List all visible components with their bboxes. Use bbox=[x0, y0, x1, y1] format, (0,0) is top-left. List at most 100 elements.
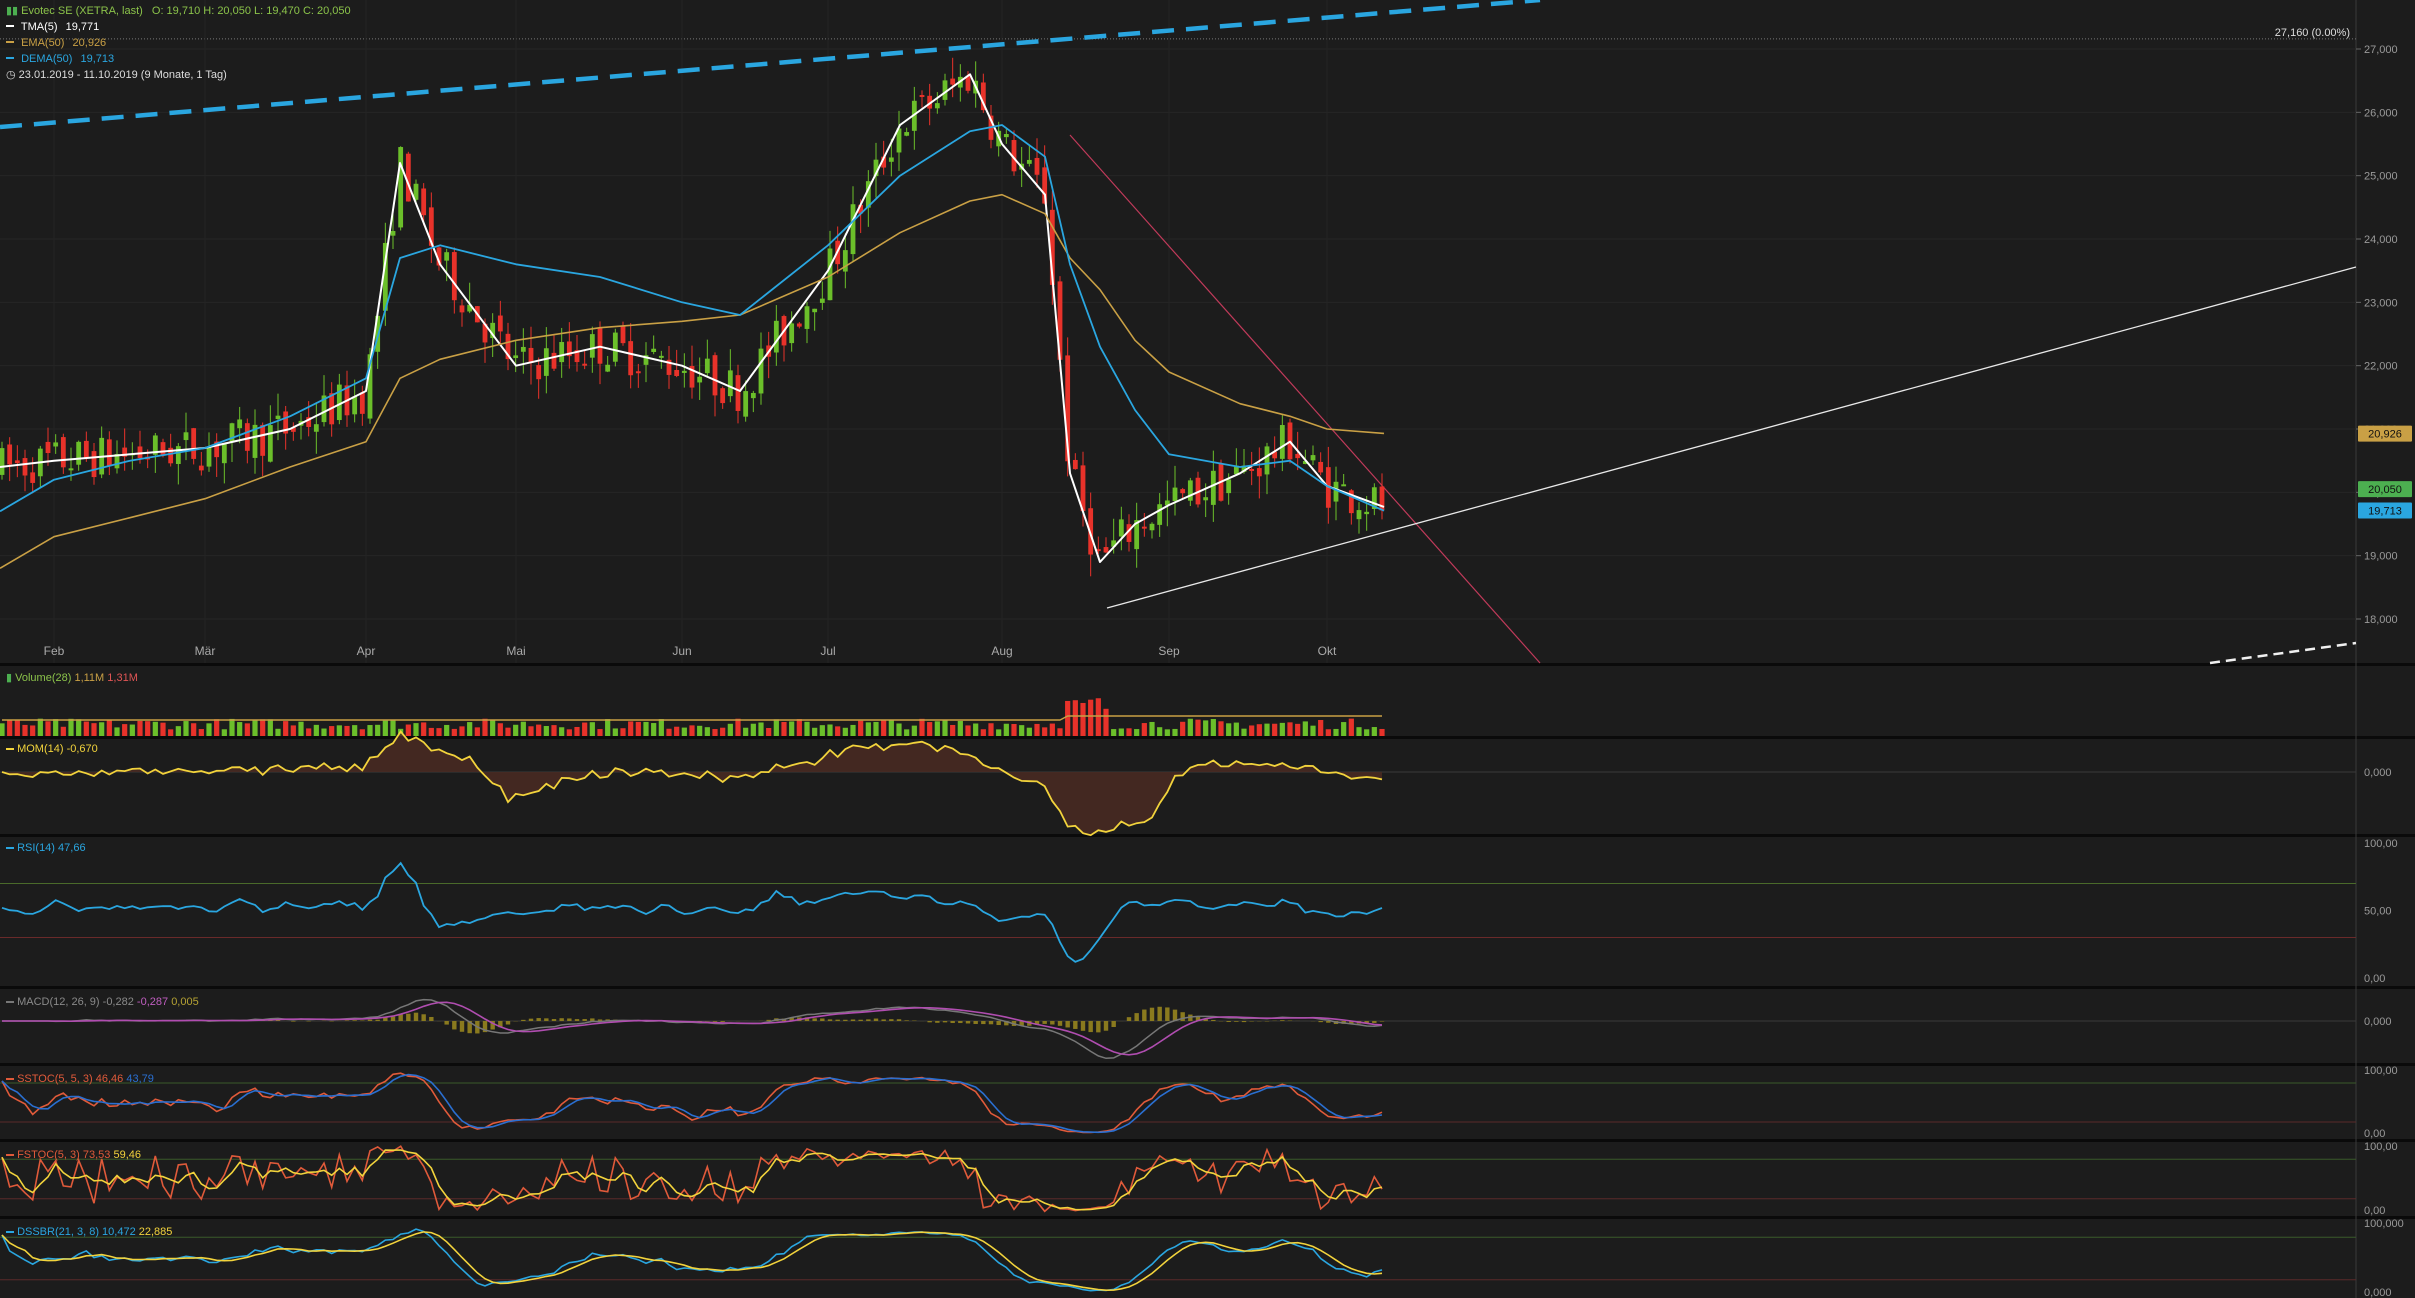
volume-bar bbox=[689, 725, 695, 736]
volume-bar bbox=[129, 724, 135, 736]
macd-histogram-bar bbox=[459, 1021, 465, 1032]
candle-body bbox=[444, 252, 450, 261]
month-label: Okt bbox=[1318, 644, 1337, 658]
volume-bar bbox=[344, 725, 350, 736]
macd-histogram-bar bbox=[582, 1019, 587, 1021]
volume-bar bbox=[1134, 729, 1140, 736]
macd-histogram-bar bbox=[444, 1021, 449, 1025]
volume-legend[interactable]: ▮ Volume(28) 1,11M 1,31M bbox=[6, 671, 138, 684]
volume-bar bbox=[842, 727, 848, 736]
volume-bar bbox=[1279, 722, 1285, 736]
sstoc-separator bbox=[0, 1063, 2415, 1066]
fstoc-swatch-icon bbox=[6, 1154, 14, 1157]
month-label: Jun bbox=[672, 644, 691, 658]
candle-body bbox=[22, 458, 28, 476]
sstoc-k-line bbox=[1, 1072, 1383, 1134]
candle-body bbox=[1072, 459, 1078, 470]
volume-bar bbox=[321, 728, 327, 736]
mom-legend[interactable]: MOM(14) -0,670 bbox=[6, 743, 98, 755]
macd-histogram-bar bbox=[965, 1021, 971, 1024]
legend-ema[interactable]: EMA(50) 20,926 bbox=[6, 35, 351, 51]
fstoc-legend[interactable]: FSTOC(5, 3) 73,53 59,46 bbox=[6, 1149, 141, 1161]
candle-body bbox=[1295, 453, 1301, 459]
volume-bar bbox=[106, 719, 112, 736]
candle-body bbox=[275, 415, 281, 420]
volume-bar bbox=[1157, 727, 1163, 736]
volume-bar bbox=[551, 725, 557, 736]
rsi-legend[interactable]: RSI(14) 47,66 bbox=[6, 842, 86, 854]
candle-body bbox=[1187, 480, 1193, 501]
volume-bar bbox=[1026, 727, 1032, 736]
candle-body bbox=[83, 440, 89, 458]
candle-body bbox=[643, 355, 649, 365]
candle-body bbox=[697, 376, 703, 383]
candle-body bbox=[390, 230, 396, 236]
volume-bar bbox=[68, 718, 74, 736]
volume-bar bbox=[1195, 719, 1201, 736]
candle-body bbox=[566, 341, 572, 357]
macd-histogram-bar bbox=[1349, 1021, 1354, 1024]
candle-body bbox=[160, 442, 166, 456]
volume-bar bbox=[1080, 702, 1086, 736]
volume-bar bbox=[1072, 700, 1078, 736]
volume-bar bbox=[1003, 723, 1009, 736]
volume-bar bbox=[313, 724, 319, 736]
volume-bar bbox=[168, 729, 174, 736]
macd-v3: 0,005 bbox=[171, 996, 199, 1008]
volume-bar bbox=[505, 727, 511, 736]
candle-body bbox=[1157, 504, 1163, 525]
volume-bar bbox=[865, 722, 871, 736]
volume-bar bbox=[1095, 698, 1101, 736]
date-range: 23.01.2019 - 11.10.2019 (9 Monate, 1 Tag… bbox=[18, 69, 227, 81]
macd-legend[interactable]: MACD(12, 26, 9) -0,282 -0,287 0,005 bbox=[6, 996, 199, 1008]
dssbr-legend[interactable]: DSSBR(21, 3, 8) 10,472 22,885 bbox=[6, 1226, 172, 1238]
price-badge bbox=[2358, 481, 2412, 498]
macd-histogram-bar bbox=[536, 1018, 541, 1021]
mom-line bbox=[1, 729, 1383, 837]
macd-histogram-bar bbox=[490, 1021, 495, 1030]
macd-histogram-bar bbox=[421, 1014, 426, 1021]
candle-body bbox=[1279, 425, 1285, 459]
sstoc-v2: 43,79 bbox=[126, 1073, 154, 1085]
candle-body bbox=[405, 153, 411, 202]
candle-body bbox=[482, 323, 488, 343]
volume-bar bbox=[804, 721, 810, 736]
candle-body bbox=[497, 315, 503, 332]
macd-histogram-bar bbox=[942, 1021, 948, 1023]
legend-tma[interactable]: TMA(5) 19,771 bbox=[6, 19, 351, 35]
volume-bar bbox=[1272, 723, 1278, 736]
macd-histogram-bar bbox=[528, 1018, 534, 1021]
volume-bar bbox=[1057, 728, 1063, 736]
sstoc-legend[interactable]: SSTOC(5, 5, 3) 46,46 43,79 bbox=[6, 1073, 154, 1085]
volume-bar bbox=[336, 725, 342, 736]
legend-dema[interactable]: DEMA(50) 19,713 bbox=[6, 51, 351, 67]
candle-body bbox=[881, 156, 887, 168]
volume-bar bbox=[996, 729, 1002, 736]
candle-body bbox=[336, 384, 342, 421]
candle-body bbox=[980, 82, 986, 111]
dema-value: 19,713 bbox=[80, 53, 115, 65]
candle-body bbox=[206, 447, 212, 467]
price-tick-label: 25,000 bbox=[2364, 171, 2398, 183]
candle-body bbox=[1118, 519, 1124, 537]
volume-bar bbox=[651, 723, 657, 736]
legend-range: ◷ 23.01.2019 - 11.10.2019 (9 Monate, 1 T… bbox=[6, 67, 351, 83]
candle-body bbox=[237, 419, 243, 429]
tma-label: TMA(5) bbox=[20, 21, 58, 33]
price-badge bbox=[2358, 502, 2412, 519]
candle-body bbox=[1126, 524, 1132, 542]
candle-body bbox=[858, 204, 864, 214]
candle-body bbox=[919, 95, 925, 98]
volume-bar bbox=[1034, 723, 1040, 736]
instrument-title: Evotec SE (XETRA, last) bbox=[21, 5, 143, 17]
macd-histogram-bar bbox=[1165, 1007, 1170, 1021]
candle-body bbox=[1149, 523, 1155, 531]
tma-value: 19,771 bbox=[65, 21, 100, 33]
volume-bar bbox=[421, 722, 427, 736]
price-tick-label: 26,000 bbox=[2364, 107, 2398, 119]
candle-body bbox=[1264, 446, 1270, 475]
mom-tick-label: 0,000 bbox=[2364, 767, 2392, 779]
sstoc-tick-label: 100,00 bbox=[2364, 1065, 2398, 1077]
volume-bar bbox=[1249, 725, 1255, 736]
volume-bar bbox=[1218, 721, 1224, 736]
